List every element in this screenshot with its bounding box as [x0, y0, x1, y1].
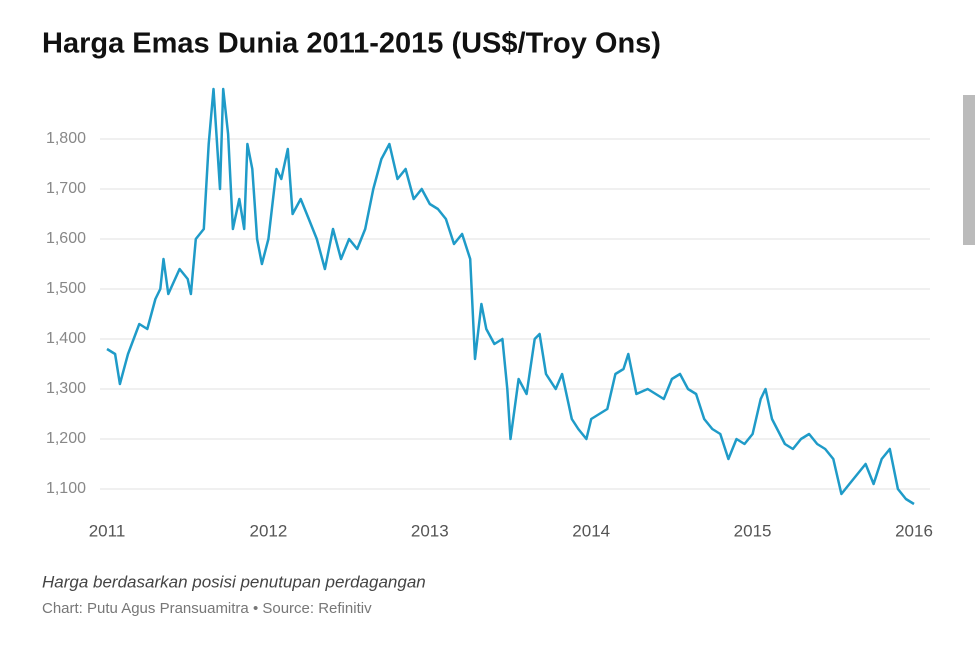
x-tick-label: 2014: [572, 521, 610, 540]
y-tick-label: 1,600: [46, 230, 86, 247]
note: Harga berdasarkan posisi penutupan perda…: [42, 572, 426, 591]
price-line: [106, 87, 915, 506]
y-tick-label: 1,100: [46, 480, 86, 497]
x-tick-label: 2015: [734, 521, 772, 540]
x-tick-label: 2011: [89, 521, 126, 540]
x-tick-label: 2012: [249, 521, 287, 540]
chart-title: Harga Emas Dunia 2011-2015 (US$/Troy Ons…: [42, 28, 661, 60]
y-tick-label: 1,500: [46, 280, 86, 297]
x-tick-label: 2013: [411, 521, 449, 540]
y-tick-label: 1,400: [46, 330, 86, 347]
y-tick-label: 1,800: [46, 130, 86, 147]
x-tick-label: 2016: [895, 521, 933, 540]
y-tick-label: 1,700: [46, 180, 86, 197]
y-tick-label: 1,300: [46, 380, 86, 397]
y-tick-label: 1,200: [46, 430, 86, 447]
source: Chart: Putu Agus Pransuamitra • Source: …: [42, 600, 372, 617]
scrollbar[interactable]: [963, 95, 975, 245]
